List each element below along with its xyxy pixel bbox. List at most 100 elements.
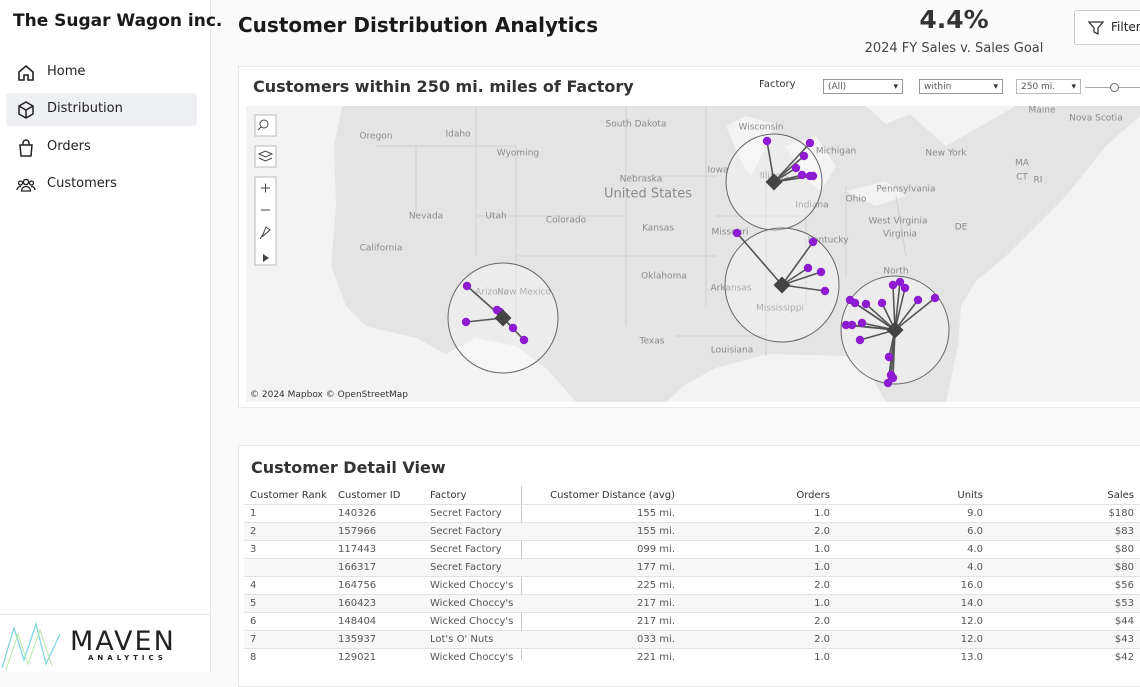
filters-button[interactable]: Filters <box>1074 10 1140 45</box>
map-title: Customers within 250 mi. miles of Factor… <box>253 77 634 96</box>
nav-home[interactable]: Home <box>6 56 197 89</box>
table-cell: 1 <box>244 504 332 523</box>
slider-handle[interactable] <box>1110 83 1119 92</box>
table-row: 8 129021 Wicked Choccy's 221 mi. 1.0 13.0 $42 <box>244 648 1140 666</box>
customer-point <box>847 320 857 330</box>
nav-distribution[interactable]: Distribution <box>6 93 197 126</box>
connector <box>865 303 896 331</box>
table-row: 166317 Secret Factory 177 mi. 1.0 4.0 $80 <box>244 558 1140 577</box>
map-label: Texas <box>639 337 665 347</box>
distance-input[interactable]: 250 mi. <box>1016 79 1081 95</box>
customer-point <box>877 298 887 308</box>
map-label: Maine <box>1028 106 1055 116</box>
connector <box>854 302 896 331</box>
customer-point <box>805 138 815 148</box>
table-cell: Secret Factory <box>424 504 515 523</box>
nav-label: Home <box>47 64 86 79</box>
customer-point <box>732 228 742 238</box>
customer-point <box>803 263 813 273</box>
customer-point <box>861 299 871 309</box>
table-cell: 12.0 <box>836 612 989 631</box>
customer-point <box>895 277 905 287</box>
borders <box>376 106 907 356</box>
customer-point <box>888 280 898 290</box>
table-cell: 7 <box>244 630 332 649</box>
table-row: 2 157966 Secret Factory 155 mi. 2.0 6.0 $83 <box>244 522 1140 541</box>
column-header: Sales <box>1107 490 1134 501</box>
attribution: © 2024 Mapbox © OpenStreetMap <box>250 390 408 400</box>
table-cell: 217 mi. <box>515 594 681 613</box>
map-label: Arizona <box>475 288 509 298</box>
map-label: New York <box>925 149 967 159</box>
nav-label: Distribution <box>47 101 123 116</box>
table-cell: Wicked Choccy's <box>424 594 515 613</box>
table-cell: 160423 <box>332 594 424 613</box>
table-cell: $53 <box>989 594 1140 613</box>
table-cell: 6.0 <box>836 522 989 541</box>
customer-point <box>762 136 772 146</box>
factory-marker <box>886 321 904 339</box>
map-label: DE <box>955 223 968 233</box>
table-cell: 1.0 <box>681 540 836 559</box>
map-toolbar <box>254 114 277 266</box>
table-cell: $42 <box>989 648 1140 666</box>
relation-select[interactable]: within <box>919 79 1003 95</box>
map-label: Colorado <box>546 216 587 226</box>
table-cell: 166317 <box>332 558 424 577</box>
customer-point <box>519 335 529 345</box>
table-cell: 14.0 <box>836 594 989 613</box>
table-row: 7 135937 Lot's O' Nuts 033 mi. 2.0 12.0 $43 <box>244 630 1140 649</box>
table-cell: 099 mi. <box>515 540 681 559</box>
map-label: Nevada <box>409 212 443 222</box>
zoom-controls[interactable] <box>254 176 277 266</box>
logo-tagline: ANALYTICS <box>88 654 167 662</box>
table-row: 1 140326 Secret Factory 155 mi. 1.0 9.0 $180 <box>244 504 1140 523</box>
table-cell: 217 mi. <box>515 612 681 631</box>
nav-label: Customers <box>47 176 117 191</box>
customer-point <box>791 163 801 173</box>
logo-mark <box>1 621 61 671</box>
table-row: 3 117443 Secret Factory 099 mi. 1.0 4.0 $80 <box>244 540 1140 559</box>
table-cell: Wicked Choccy's <box>424 576 515 595</box>
table-cell: Secret Factory <box>424 558 515 577</box>
table-cell: $44 <box>989 612 1140 631</box>
kpi-value: 4.4% <box>919 5 989 34</box>
map-label: Michigan <box>816 147 856 157</box>
table-cell: 225 mi. <box>515 576 681 595</box>
nav-orders[interactable]: Orders <box>6 131 197 164</box>
map-label: Wyoming <box>497 149 539 159</box>
nav-label: Orders <box>47 139 91 154</box>
connector <box>781 271 822 286</box>
column-header: Customer Rank <box>250 490 327 501</box>
table-cell: 5 <box>244 594 332 613</box>
table-cell: 135937 <box>332 630 424 649</box>
customer-point <box>820 286 830 296</box>
map-label: Wisconsin <box>739 123 784 133</box>
table-cell: 221 mi. <box>515 648 681 666</box>
connector <box>781 241 814 286</box>
customer-point <box>841 320 851 330</box>
table-cell: 157966 <box>332 522 424 541</box>
map-label: Mississippi <box>756 304 804 314</box>
table-cell: Wicked Choccy's <box>424 612 515 631</box>
table-cell: 4.0 <box>836 558 989 577</box>
land <box>331 106 1140 402</box>
brand: The Sugar Wagon inc. <box>13 11 223 31</box>
connector <box>773 142 811 183</box>
logo-name: MAVEN <box>70 626 176 657</box>
map-label: Louisiana <box>711 346 754 356</box>
map-label: Pennsylvania <box>876 185 935 195</box>
map-label: Oklahoma <box>641 272 687 282</box>
page-title: Customer Distribution Analytics <box>238 13 599 37</box>
factory-select[interactable]: (All) <box>823 79 903 95</box>
customer-table: Customer Rank Customer ID Factory Customer … <box>244 487 1140 666</box>
customer-point <box>857 318 867 328</box>
table-cell: Wicked Choccy's <box>424 648 515 666</box>
connector <box>894 299 919 331</box>
search-button[interactable] <box>254 114 277 137</box>
table-cell: 2 <box>244 522 332 541</box>
nav-customers[interactable]: Customers <box>6 168 197 201</box>
table-panel: Customer Detail View Customer Rank Custom… <box>238 445 1140 687</box>
control-label: Factory <box>759 79 796 90</box>
map-label: Nova Scotia <box>1069 114 1123 124</box>
